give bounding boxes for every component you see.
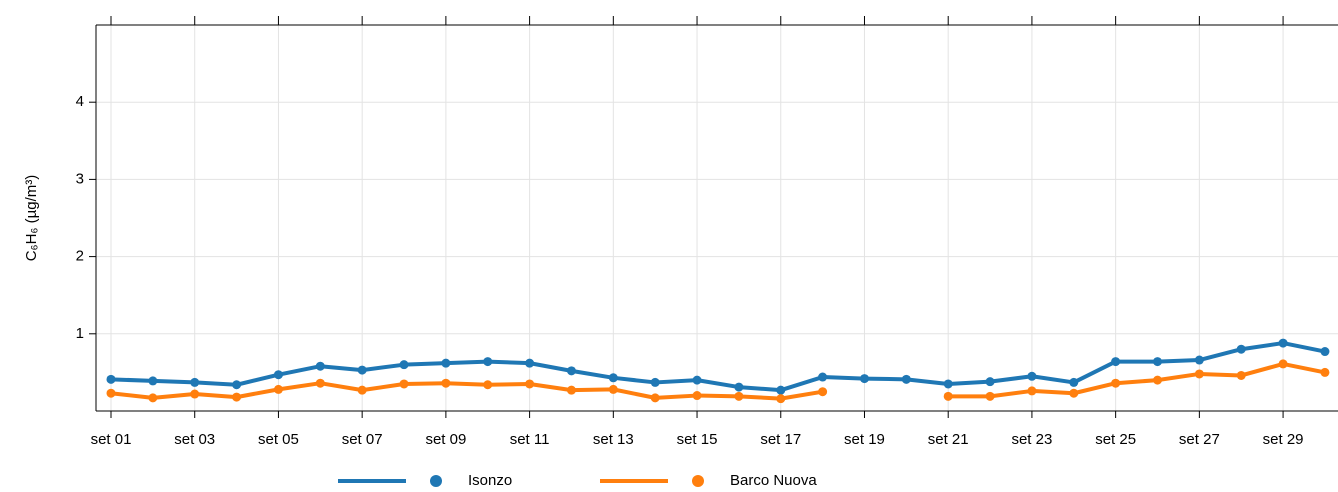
data-point	[315, 378, 325, 388]
data-point	[273, 370, 283, 380]
data-point	[566, 385, 576, 395]
y-tick-label: 4	[76, 93, 84, 110]
data-point	[1236, 370, 1246, 380]
data-point	[399, 379, 409, 389]
data-point	[1153, 357, 1162, 367]
series-line	[110, 341, 1326, 393]
data-point	[1027, 371, 1037, 381]
series-line	[110, 361, 1326, 401]
legend-dot	[692, 475, 704, 487]
data-point	[1194, 369, 1204, 379]
x-tick-label: set 11	[510, 431, 550, 448]
data-point	[734, 382, 744, 392]
data-point	[1194, 355, 1204, 365]
data-point	[1069, 388, 1079, 398]
data-point	[357, 385, 367, 395]
y-tick-label: 2	[76, 248, 84, 265]
y-tick-label: 3	[76, 170, 84, 187]
data-point	[1111, 357, 1121, 367]
data-point	[441, 378, 451, 388]
x-tick-label: set 09	[425, 431, 466, 448]
data-point	[943, 379, 953, 389]
data-point	[1111, 378, 1121, 388]
data-point	[1320, 347, 1330, 357]
data-point	[315, 361, 325, 371]
x-tick-label: set 15	[677, 431, 718, 448]
data-point	[1278, 338, 1288, 348]
legend-dot	[430, 475, 442, 487]
data-point	[818, 387, 828, 397]
data-point	[1069, 377, 1079, 387]
data-point	[190, 377, 200, 387]
x-tick-label: set 25	[1095, 431, 1136, 448]
data-point	[399, 360, 409, 370]
data-point	[441, 358, 451, 368]
x-tick-label: set 19	[844, 431, 885, 448]
data-point	[190, 389, 200, 399]
y-axis-label: C₆H₆ (µg/m³)	[23, 175, 40, 262]
data-point	[148, 393, 158, 403]
data-point	[692, 375, 702, 385]
x-tick-label: set 17	[760, 431, 801, 448]
x-tick-label: set 21	[928, 431, 969, 448]
data-point	[650, 377, 660, 387]
data-point	[818, 372, 828, 382]
data-point	[1278, 359, 1288, 369]
x-tick-label: set 23	[1011, 431, 1052, 448]
data-point	[776, 385, 786, 395]
data-point	[985, 377, 995, 387]
data-point	[1153, 375, 1162, 385]
data-point	[566, 366, 576, 376]
data-point	[357, 365, 367, 375]
legend-label: Isonzo	[468, 472, 512, 489]
data-point	[1236, 344, 1246, 354]
legend-label: Barco Nuova	[730, 472, 817, 489]
data-point	[901, 374, 911, 384]
data-point	[859, 374, 869, 384]
x-tick-label: set 13	[593, 431, 634, 448]
data-point	[1027, 386, 1037, 396]
data-point	[985, 391, 995, 401]
data-point	[734, 391, 744, 401]
x-tick-label: set 07	[342, 431, 383, 448]
data-point	[273, 384, 283, 394]
data-point	[106, 388, 116, 398]
data-point	[483, 357, 493, 367]
data-point	[608, 384, 618, 394]
data-point	[525, 358, 535, 368]
data-point	[1320, 367, 1330, 377]
data-point	[525, 379, 535, 389]
x-tick-label: set 29	[1263, 431, 1304, 448]
data-point	[483, 380, 493, 390]
y-tick-label: 1	[76, 325, 84, 342]
data-point	[232, 380, 242, 390]
data-point	[776, 394, 786, 404]
data-point	[650, 393, 660, 403]
data-point	[943, 391, 953, 401]
x-tick-label: set 01	[91, 431, 132, 448]
x-tick-label: set 05	[258, 431, 299, 448]
x-tick-label: set 27	[1179, 431, 1220, 448]
data-point	[148, 376, 158, 386]
data-point	[232, 392, 242, 402]
data-point	[106, 374, 116, 384]
data-point	[692, 391, 702, 401]
data-point	[608, 373, 618, 383]
x-tick-label: set 03	[174, 431, 215, 448]
